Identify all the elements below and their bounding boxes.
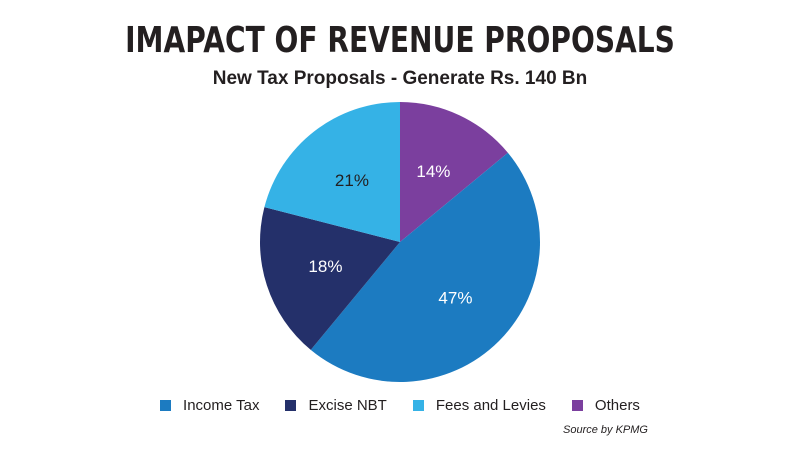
legend-item-fees-and-levies: Fees and Levies [412,397,546,414]
legend-swatch-fees-and-levies [412,400,424,411]
legend-label: Others [594,397,640,414]
legend-swatch-income-tax [160,400,172,411]
legend-item-others: Others [571,397,640,414]
slice-label-others: 14% [416,162,450,181]
legend-swatch-excise-nbt [285,400,297,411]
chart-legend: Income Tax Excise NBT Fees and Levies Other… [0,397,800,414]
legend-label: Fees and Levies [435,397,546,414]
legend-swatch-others [571,400,583,411]
slice-label-excise-nbt: 18% [308,257,342,276]
slice-label-income-tax: 47% [438,288,472,307]
chart-title: IMAPACT OF REVENUE PROPOSALS [125,20,675,61]
pie-slice-income-tax [310,152,540,383]
chart-subtitle: New Tax Proposals - Generate Rs. 140 Bn [212,68,588,89]
legend-label: Excise NBT [308,397,387,414]
pie-slice-excise-nbt [259,207,400,350]
slice-label-fees-and-levies: 21% [335,171,369,190]
source-note: Source by KPMG [563,424,648,436]
legend-item-income-tax: Income Tax [160,397,259,414]
legend-label: Income Tax [183,397,260,414]
pie-slice-fees-and-levies [264,102,400,242]
pie-slice-others [400,102,508,242]
legend-item-excise-nbt: Excise NBT [285,397,387,414]
